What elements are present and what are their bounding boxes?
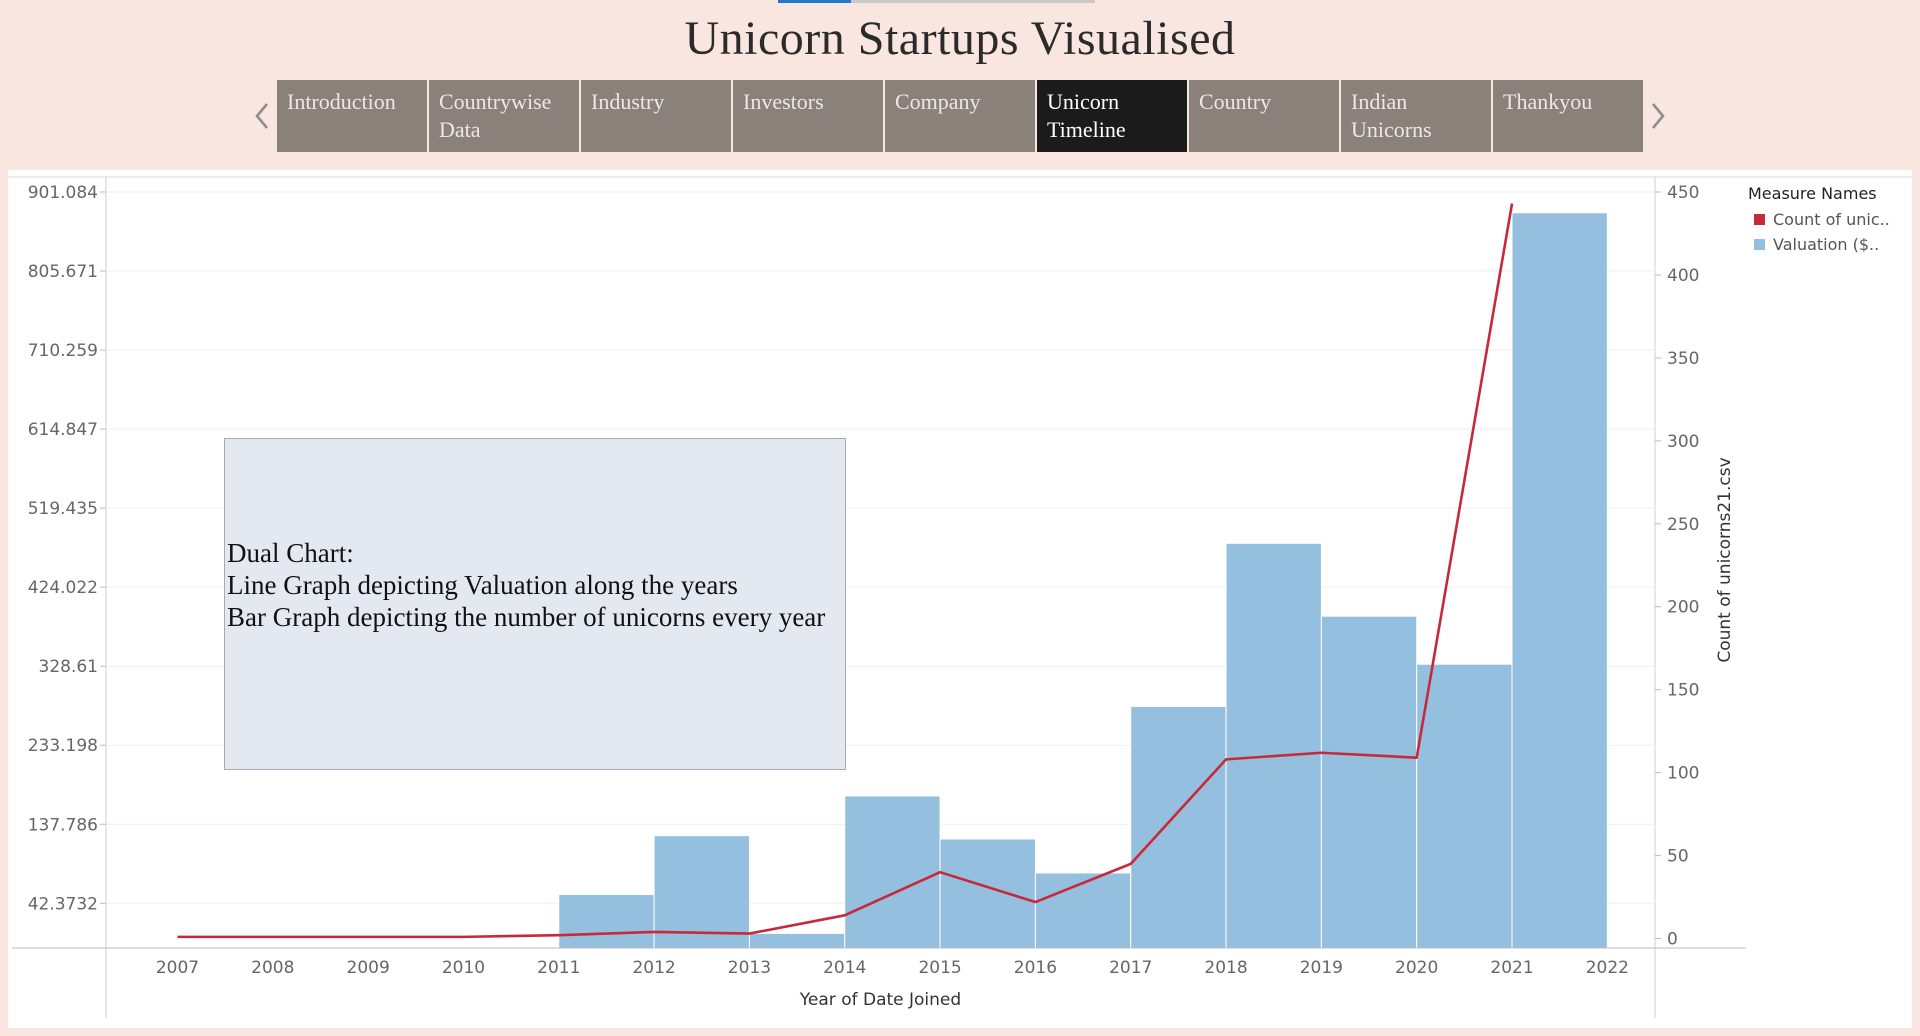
y2-axis-title: Count of unicorns21.csv — [1715, 457, 1735, 662]
x-tick-label: 2014 — [823, 958, 866, 978]
bar-valuation — [1130, 705, 1227, 949]
tab-countrywise-data[interactable]: Countrywise Data — [429, 80, 579, 152]
y-tick-label: 614.847 — [28, 420, 98, 440]
y-tick-label: 137.786 — [28, 815, 98, 835]
story-tabs: Introduction Countrywise Data Industry Inve… — [277, 80, 1643, 152]
legend-label: Count of unic.. — [1773, 210, 1890, 229]
x-tick-label: 2019 — [1300, 958, 1343, 978]
x-tick-label: 2022 — [1586, 958, 1629, 978]
x-tick-label: 2008 — [251, 958, 294, 978]
line-count-series — [177, 203, 1514, 939]
legend-item-valuation[interactable]: Valuation ($.. — [1748, 232, 1918, 257]
tab-thankyou[interactable]: Thankyou — [1493, 80, 1643, 152]
y2-tick-label: 300 — [1667, 432, 1699, 452]
tab-industry[interactable]: Industry — [581, 80, 731, 152]
tab-company[interactable]: Company — [885, 80, 1035, 152]
dual-axis-chart: 901.084 805.671 710.259 614.847 519.435 424.0… — [8, 176, 1912, 1018]
x-tick-label: 2016 — [1014, 958, 1057, 978]
y-tick-label: 805.671 — [28, 262, 98, 282]
y2-tick-label: 50 — [1667, 847, 1689, 867]
y-tick-label: 424.022 — [28, 578, 98, 598]
legend-item-count[interactable]: Count of unic.. — [1748, 207, 1918, 232]
bar-valuation — [1416, 663, 1513, 949]
legend-swatch-valuation — [1754, 239, 1765, 250]
legend-title: Measure Names — [1748, 184, 1877, 203]
chart-legend: Measure Names Count of unic.. Valuation … — [1748, 184, 1918, 257]
page-title: Unicorn Startups Visualised — [684, 12, 1236, 65]
bar-valuation — [1225, 542, 1322, 949]
y-tick-label: 233.198 — [28, 736, 98, 756]
x-axis-title: Year of Date Joined — [799, 990, 961, 1010]
y2-tick-label: 450 — [1667, 183, 1699, 203]
tab-unicorn-timeline[interactable]: Unicorn Timeline — [1037, 80, 1187, 152]
y-tick-label: 42.3732 — [28, 894, 98, 914]
bar-valuation — [844, 795, 941, 949]
x-tick-label: 2018 — [1204, 958, 1247, 978]
x-tick-label: 2017 — [1109, 958, 1152, 978]
dashboard-panel: 901.084 805.671 710.259 614.847 519.435 424.0… — [8, 170, 1912, 1028]
y2-tick-label: 0 — [1667, 930, 1678, 950]
y-tick-label: 328.61 — [39, 657, 98, 677]
x-tick-label: 2012 — [632, 958, 675, 978]
y-tick-label: 710.259 — [28, 341, 98, 361]
annotation-textbox: Dual Chart: Line Graph depicting Valuati… — [224, 438, 846, 770]
x-tick-label: 2010 — [442, 958, 485, 978]
top-accent-bar — [778, 0, 851, 3]
chevron-right-icon — [1652, 103, 1665, 129]
y2-tick-label: 350 — [1667, 349, 1699, 369]
prev-story-button[interactable] — [248, 80, 276, 152]
x-tick-label: 2009 — [347, 958, 390, 978]
x-tick-label: 2021 — [1490, 958, 1533, 978]
x-tick-label: 2011 — [537, 958, 580, 978]
bar-valuation — [939, 838, 1036, 949]
x-tick-label: 2013 — [728, 958, 771, 978]
note-line: Bar Graph depicting the number of unicor… — [227, 602, 826, 632]
y-tick-label: 901.084 — [28, 183, 98, 203]
bar-valuation — [653, 835, 750, 949]
bar-valuation — [1511, 212, 1608, 949]
y2-tick-label: 400 — [1667, 266, 1699, 286]
tab-introduction[interactable]: Introduction — [277, 80, 427, 152]
tab-indian-unicorns[interactable]: Indian Unicorns — [1341, 80, 1491, 152]
legend-label: Valuation ($.. — [1773, 235, 1880, 254]
chevron-left-icon — [255, 103, 268, 129]
tab-country[interactable]: Country — [1189, 80, 1339, 152]
y2-tick-label: 150 — [1667, 681, 1699, 701]
tab-investors[interactable]: Investors — [733, 80, 883, 152]
y-tick-label: 519.435 — [28, 499, 98, 519]
y2-tick-label: 250 — [1667, 515, 1699, 535]
bar-valuation — [748, 932, 846, 949]
note-line: Line Graph depicting Valuation along the… — [227, 570, 738, 600]
x-tick-label: 2015 — [918, 958, 961, 978]
top-accent-bar-secondary — [851, 0, 1095, 3]
story-navigation: Introduction Countrywise Data Industry Inve… — [248, 80, 1672, 152]
bar-valuation — [558, 893, 655, 949]
y2-tick-label: 200 — [1667, 598, 1699, 618]
x-tick-label: 2007 — [156, 958, 199, 978]
legend-swatch-count — [1754, 214, 1765, 225]
next-story-button[interactable] — [1644, 80, 1672, 152]
bar-valuation — [1320, 615, 1418, 949]
note-line: Dual Chart: — [227, 538, 354, 568]
y2-tick-label: 100 — [1667, 764, 1699, 784]
x-tick-label: 2020 — [1395, 958, 1438, 978]
